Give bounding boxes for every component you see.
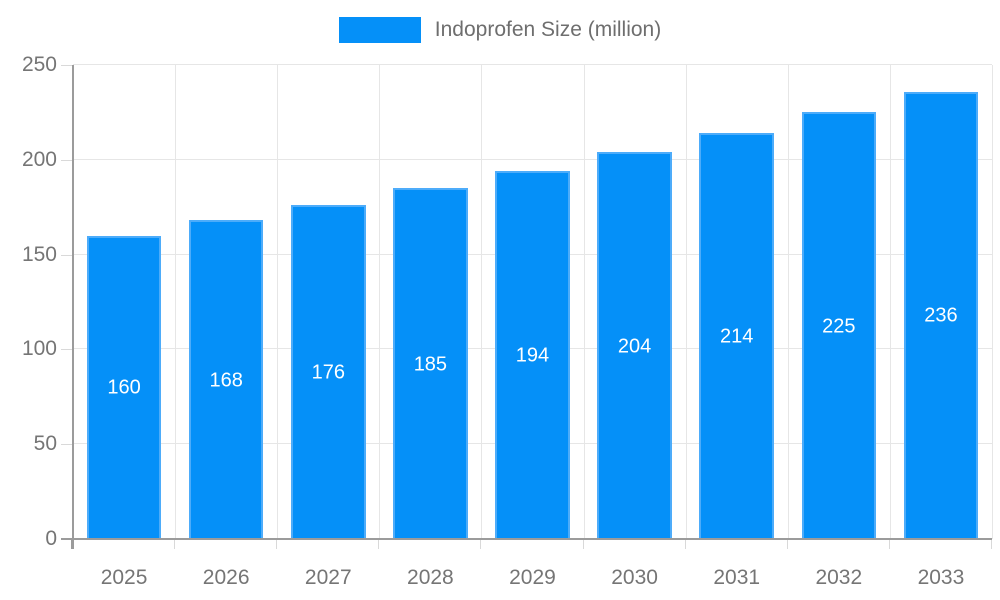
x-axis-tick-label: 2030 xyxy=(611,566,658,589)
gridline-horizontal xyxy=(73,158,992,160)
legend-swatch xyxy=(338,17,421,43)
x-axis-tick-label: 2033 xyxy=(917,566,965,589)
bar: 160 xyxy=(86,235,162,539)
y-axis-tick-label: 100 xyxy=(21,337,57,361)
gridline-vertical xyxy=(175,65,177,539)
x-axis-tick-label: 2026 xyxy=(202,566,250,589)
y-axis-tick xyxy=(61,65,73,66)
gridline-vertical xyxy=(685,65,687,539)
bar: 168 xyxy=(188,220,264,539)
y-axis-tick xyxy=(61,159,73,161)
y-axis-tick-label: 250 xyxy=(21,53,57,76)
gridline-vertical xyxy=(379,65,381,539)
legend-label: Indoprofen Size (million) xyxy=(434,18,662,41)
x-axis-tick xyxy=(480,539,482,549)
bar: 194 xyxy=(495,171,570,539)
bar-value-label: 225 xyxy=(822,315,856,338)
bar-value-label: 160 xyxy=(107,376,141,399)
y-axis-tick-label: 50 xyxy=(33,432,57,456)
gridline-horizontal xyxy=(73,64,992,65)
bar-value-label: 168 xyxy=(209,369,243,392)
x-axis-tick xyxy=(582,539,584,549)
gridline-vertical xyxy=(583,65,585,539)
x-axis-tick-label: 2032 xyxy=(815,566,863,589)
x-axis-tick-label: 2029 xyxy=(509,566,556,589)
x-axis-tick-label: 2027 xyxy=(304,566,352,589)
x-axis-tick xyxy=(786,539,788,549)
bar: 236 xyxy=(903,91,979,539)
bar-slot: 176 xyxy=(277,65,379,539)
plot-area: 160 168 176 185 194 204 214 225 236 xyxy=(61,64,993,549)
legend-item[interactable]: Indoprofen Size (million) xyxy=(0,17,1000,43)
bar-slot: 168 xyxy=(175,65,277,539)
y-axis-tick xyxy=(61,444,73,446)
x-axis-tick xyxy=(991,539,992,549)
x-axis-tick xyxy=(684,539,686,549)
bar-value-label: 194 xyxy=(515,344,550,367)
y-axis-line xyxy=(72,65,74,549)
x-axis-tick xyxy=(888,539,890,549)
gridline-vertical xyxy=(481,65,483,539)
bar-value-label: 176 xyxy=(311,361,345,384)
x-axis-tick-label: 2025 xyxy=(100,566,148,589)
gridline-vertical xyxy=(277,65,279,539)
gridline-vertical xyxy=(889,65,891,539)
bar: 176 xyxy=(291,205,366,539)
x-axis-tick xyxy=(378,539,380,549)
gridline-vertical xyxy=(992,65,993,539)
bar: 204 xyxy=(597,152,672,539)
bar-value-label: 236 xyxy=(924,304,958,327)
bar-slot: 160 xyxy=(73,65,175,539)
x-axis-tick xyxy=(174,539,176,549)
x-axis-tick-label: 2031 xyxy=(713,566,761,589)
y-axis-tick-label: 200 xyxy=(21,147,57,171)
bar-slot: 236 xyxy=(890,65,992,539)
bar-value-label: 185 xyxy=(413,353,448,376)
y-axis-tick xyxy=(61,349,73,351)
y-axis-tick-label: 150 xyxy=(21,242,57,266)
bar: 225 xyxy=(801,112,877,539)
bar-slot: 225 xyxy=(788,65,890,539)
bar-value-label: 214 xyxy=(720,325,754,348)
x-axis-tick xyxy=(276,539,278,549)
y-axis-tick xyxy=(61,254,73,256)
bar-slot: 214 xyxy=(686,65,788,539)
x-axis-line xyxy=(61,538,992,540)
bar: 214 xyxy=(699,133,774,539)
y-axis-tick-label: 0 xyxy=(45,527,57,550)
x-axis-tick-label: 2028 xyxy=(407,566,454,589)
bar-slot: 185 xyxy=(379,65,481,539)
bar: 185 xyxy=(393,188,468,539)
bar-slot: 204 xyxy=(584,65,686,539)
bar-value-label: 204 xyxy=(617,335,652,358)
gridline-vertical xyxy=(787,65,789,539)
bar-slot: 194 xyxy=(481,65,583,539)
